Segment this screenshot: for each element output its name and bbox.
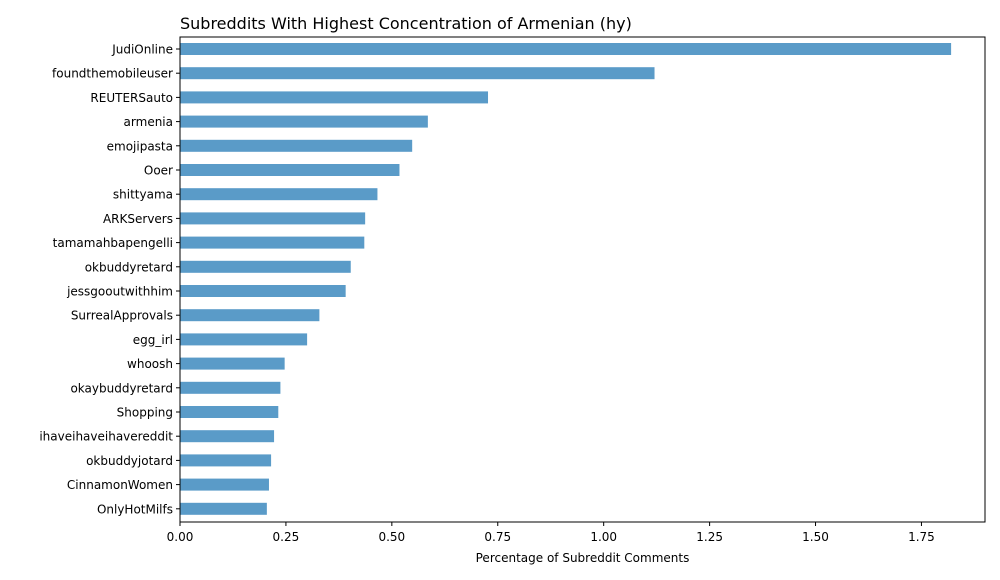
y-tick-label: armenia (124, 115, 173, 129)
y-tick-label: emojipasta (107, 139, 173, 153)
y-tick-label: okbuddyjotard (86, 454, 173, 468)
y-tick-label: tamamahbapengelli (53, 236, 173, 250)
bar-Shopping (180, 406, 279, 418)
bar-ihaveihaveihavereddit (180, 430, 275, 443)
y-tick-label: ihaveihaveihavereddit (39, 430, 173, 444)
y-tick-label: Ooer (144, 164, 173, 178)
y-tick-label: SurrealApprovals (71, 309, 173, 323)
y-tick-label: whoosh (127, 357, 173, 371)
y-tick-label: shittyama (113, 188, 173, 202)
bar-okaybuddyretard (180, 381, 281, 394)
chart-title: Subreddits With Highest Concentration of… (180, 14, 632, 33)
bar-JudiOnline (180, 43, 952, 55)
bar-okbuddyjotard (180, 454, 272, 467)
bar-Ooer (180, 164, 400, 176)
bar-tamamahbapengelli (180, 236, 365, 249)
y-tick-label: REUTERSauto (90, 91, 173, 105)
x-tick-label: 0.50 (378, 530, 405, 544)
bar-okbuddyretard (180, 260, 351, 273)
bar-emojipasta (180, 139, 413, 152)
plot-frame (179, 36, 986, 523)
y-tick-label: Shopping (117, 406, 173, 420)
x-axis: 0.00 0.25 0.50 0.75 1.00 1.25 1.50 1.75 (167, 522, 935, 544)
bar-shittyama (180, 188, 378, 201)
y-tick-label: JudiOnline (111, 43, 173, 57)
y-tick-label: okbuddyretard (85, 260, 173, 274)
x-tick-label: 0.25 (273, 530, 300, 544)
x-tick-label: 1.00 (590, 530, 617, 544)
bar-foundthemobileuser (180, 67, 655, 80)
bar-REUTERSauto (180, 91, 489, 104)
x-axis-title: Percentage of Subreddit Comments (476, 551, 690, 565)
bar-egg_irl (180, 333, 308, 346)
bar-armenia (180, 115, 428, 128)
y-tick-labels: JudiOnline foundthemobileuser REUTERSauto a… (39, 43, 180, 516)
bar-jessgooutwithhim (180, 285, 346, 297)
y-tick-label: foundthemobileuser (52, 67, 173, 81)
x-tick-label: 1.25 (696, 530, 723, 544)
x-tick-label: 1.50 (802, 530, 829, 544)
bar-SurrealApprovals (180, 309, 320, 322)
y-tick-label: CinnamonWomen (67, 478, 173, 492)
y-tick-label: ARKServers (103, 212, 173, 226)
y-tick-label: jessgooutwithhim (66, 285, 173, 299)
y-tick-label: OnlyHotMilfs (97, 502, 173, 516)
y-tick-label: okaybuddyretard (70, 381, 173, 395)
x-tick-label: 1.75 (908, 530, 935, 544)
bar-ARKServers (180, 212, 366, 225)
y-tick-label: egg_irl (133, 333, 173, 347)
x-tick-label: 0.00 (167, 530, 194, 544)
x-tick-label: 0.75 (484, 530, 511, 544)
bars-layer (180, 43, 952, 515)
bar-OnlyHotMilfs (180, 502, 267, 515)
bar-CinnamonWomen (180, 478, 269, 491)
bar-whoosh (180, 357, 285, 370)
